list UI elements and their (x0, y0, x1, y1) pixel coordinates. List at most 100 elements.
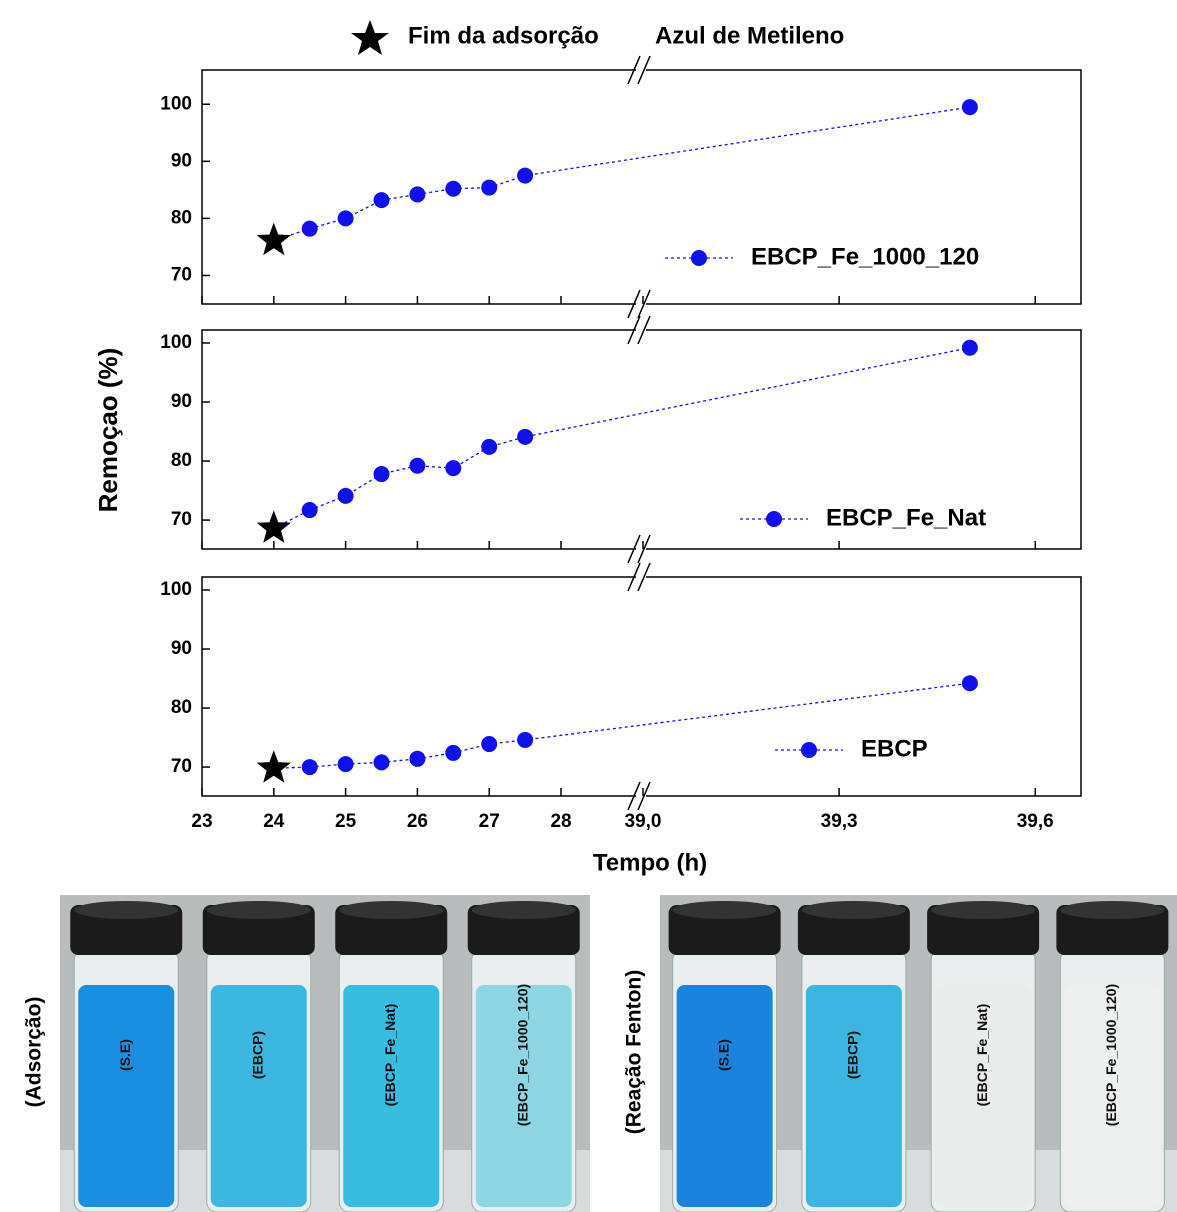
y-tick-label: 70 (171, 756, 192, 777)
y-tick-label: 70 (171, 509, 192, 530)
vial-label: (EBCP) (845, 1031, 861, 1079)
star-marker (256, 510, 291, 543)
vial-liquid (210, 985, 307, 1207)
data-point (481, 736, 498, 753)
vial-cap-top (206, 901, 311, 919)
data-point (301, 220, 318, 237)
break-mark (627, 289, 641, 319)
vial-label: (EBCP) (249, 1031, 265, 1079)
vial-liquid (676, 985, 773, 1207)
break-mark (627, 534, 641, 564)
data-point (481, 438, 498, 455)
y-tick-label: 90 (171, 150, 192, 171)
break-mark (637, 562, 651, 592)
break-mark (637, 289, 651, 319)
break-mark (637, 534, 651, 564)
y-axis-label: Remoçao (%) (93, 348, 123, 513)
vial-liquid (935, 985, 1032, 1207)
data-point (517, 167, 534, 184)
break-mark (627, 55, 641, 85)
data-point (445, 180, 462, 197)
data-point (301, 759, 318, 776)
y-tick-label: 80 (171, 207, 192, 228)
y-tick-label: 80 (171, 450, 192, 471)
vial-cap-top (471, 901, 576, 919)
vial-label: (EBCP_Fe_Nat) (382, 1004, 398, 1107)
data-point (373, 192, 390, 209)
vial-liquid (343, 985, 440, 1207)
legend-marker (801, 742, 817, 758)
legend-star (351, 20, 389, 55)
y-tick-label: 90 (171, 638, 192, 659)
break-mark (627, 315, 641, 345)
y-tick-label: 90 (171, 391, 192, 412)
vial-label: (EBCP_Fe_1000_120) (1103, 984, 1119, 1126)
series-line (309, 106, 970, 230)
vial-cap-top (672, 901, 777, 919)
x-axis-label: Tempo (h) (593, 849, 707, 876)
y-tick-label: 100 (160, 579, 192, 600)
vial-liquid (78, 985, 175, 1207)
vial-liquid (1064, 985, 1161, 1207)
data-point (961, 675, 978, 692)
x-tick-label: 28 (550, 811, 571, 832)
break-mark (637, 315, 651, 345)
break-mark (637, 55, 651, 85)
break-mark (627, 562, 641, 592)
x-tick-label: 27 (479, 811, 500, 832)
series-line (309, 347, 970, 511)
data-point (961, 99, 978, 116)
legend-marker (691, 250, 707, 266)
break-gap (636, 301, 646, 307)
x-tick-label: 24 (263, 811, 285, 832)
break-gap (636, 327, 646, 333)
vial-liquid (475, 985, 572, 1207)
data-point (373, 754, 390, 771)
star-marker (256, 750, 291, 783)
data-point (301, 502, 318, 519)
vial-cap-top (339, 901, 444, 919)
break-gap (636, 793, 646, 799)
legend-label: EBCP_Fe_1000_120 (751, 243, 979, 270)
vial-cap-top (74, 901, 179, 919)
data-point (373, 466, 390, 483)
data-point (961, 339, 978, 356)
y-tick-label: 100 (160, 332, 192, 353)
photo-label: (Adsorção) (23, 997, 46, 1108)
data-point (517, 428, 534, 445)
break-gap (636, 546, 646, 552)
vial-cap-top (801, 901, 906, 919)
data-point (517, 731, 534, 748)
vial-cap-top (1060, 901, 1165, 919)
break-mark (627, 781, 641, 811)
star-marker (256, 222, 291, 256)
legend-marker (766, 511, 782, 527)
x-tick-label: 39,3 (821, 811, 858, 832)
x-tick-label: 26 (407, 811, 428, 832)
vial-label: (EBCP_Fe_Nat) (974, 1004, 990, 1107)
data-point (337, 756, 354, 773)
vial-label: (S.E) (715, 1039, 731, 1071)
data-point (481, 179, 498, 196)
star-label: Fim da adsorção (408, 22, 599, 49)
y-tick-label: 70 (171, 264, 192, 285)
break-gap (636, 574, 646, 580)
legend-label: EBCP_Fe_Nat (826, 504, 986, 531)
vial-label: (EBCP_Fe_1000_120) (514, 984, 530, 1126)
break-mark (637, 781, 651, 811)
data-point (409, 457, 426, 474)
vial-label: (S.E) (117, 1039, 133, 1071)
data-point (409, 186, 426, 203)
y-tick-label: 100 (160, 93, 192, 114)
data-point (445, 460, 462, 477)
break-gap (636, 67, 646, 73)
x-tick-label: 23 (191, 811, 212, 832)
data-point (337, 487, 354, 504)
vial-cap-top (931, 901, 1036, 919)
chart-title: Azul de Metileno (655, 22, 844, 49)
vial-liquid (805, 985, 902, 1207)
photo-label: (Reação Fenton) (623, 970, 646, 1135)
y-tick-label: 80 (171, 697, 192, 718)
data-point (337, 210, 354, 227)
